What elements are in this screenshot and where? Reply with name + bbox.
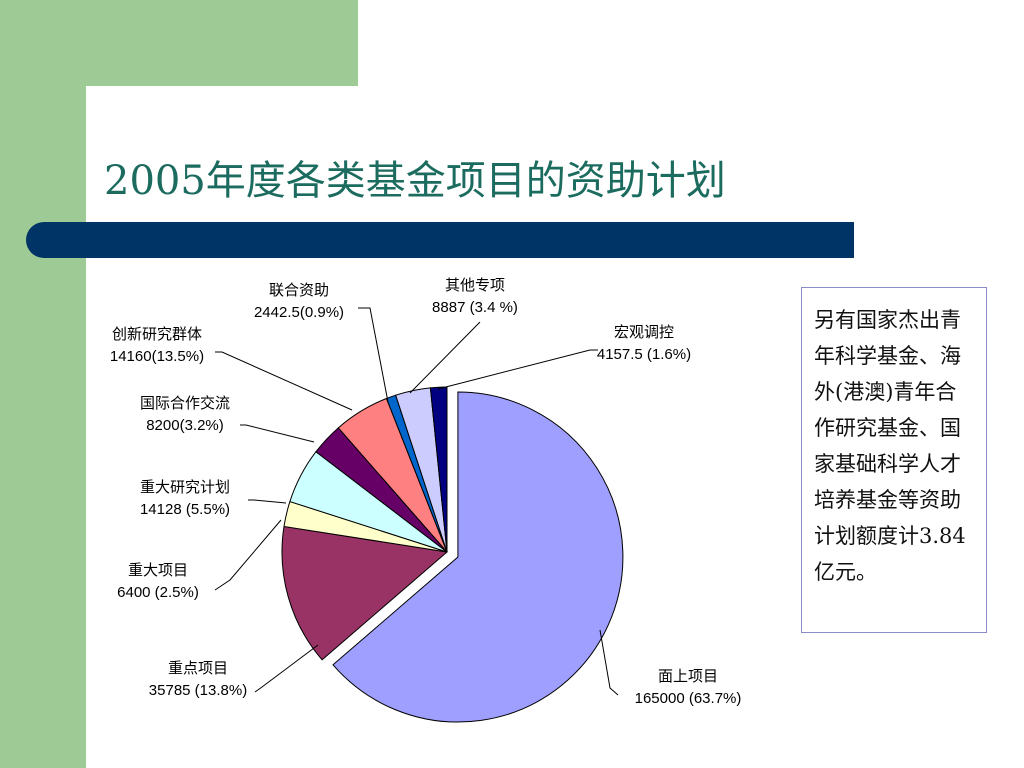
slice-value-label: 165000 (63.7%) [635, 690, 742, 707]
green-side-band [0, 0, 86, 768]
slice-name-label: 国际合作交流 [140, 394, 230, 412]
slice-name-label: 宏观调控 [614, 323, 674, 341]
slice-name-label: 联合资助 [269, 281, 329, 299]
slice-name-label: 重大项目 [128, 561, 188, 579]
leader-line [254, 644, 319, 693]
slice-name-label: 重点项目 [168, 659, 228, 677]
leader-line [240, 424, 315, 443]
leader-line [248, 499, 287, 504]
leader-line [214, 519, 282, 591]
slice-value-label: 8887 (3.4 %) [432, 299, 518, 316]
leader-line [215, 351, 353, 411]
slice-name-label: 其他专项 [445, 276, 505, 294]
slice-value-label: 2442.5(0.9%) [254, 304, 344, 321]
slice-name-label: 面上项目 [658, 667, 718, 685]
slice-name-label: 创新研究群体 [112, 325, 202, 343]
slice-value-label: 8200(3.2%) [146, 417, 224, 434]
leader-line [437, 349, 598, 390]
green-top-band [0, 0, 358, 86]
slice-value-label: 4157.5 (1.6%) [597, 346, 691, 363]
title-underline-bar [26, 222, 854, 258]
slice-value-label: 35785 (13.8%) [149, 682, 247, 699]
leader-line [409, 321, 481, 394]
slice-name-label: 重大研究计划 [140, 478, 230, 496]
slice-value-label: 6400 (2.5%) [117, 584, 199, 601]
slice-value-label: 14160(13.5%) [110, 348, 204, 365]
pie-slice [281, 525, 449, 661]
note-box: 另有国家杰出青年科学基金、海外(港澳)青年合作研究基金、国家基础科学人才培养基金… [801, 287, 987, 633]
pie-slice [332, 391, 624, 723]
slide-title: 2005年度各类基金项目的资助计划 [104, 158, 726, 204]
leader-line [599, 629, 619, 696]
leader-line [358, 307, 389, 403]
slice-value-label: 14128 (5.5%) [140, 501, 230, 518]
